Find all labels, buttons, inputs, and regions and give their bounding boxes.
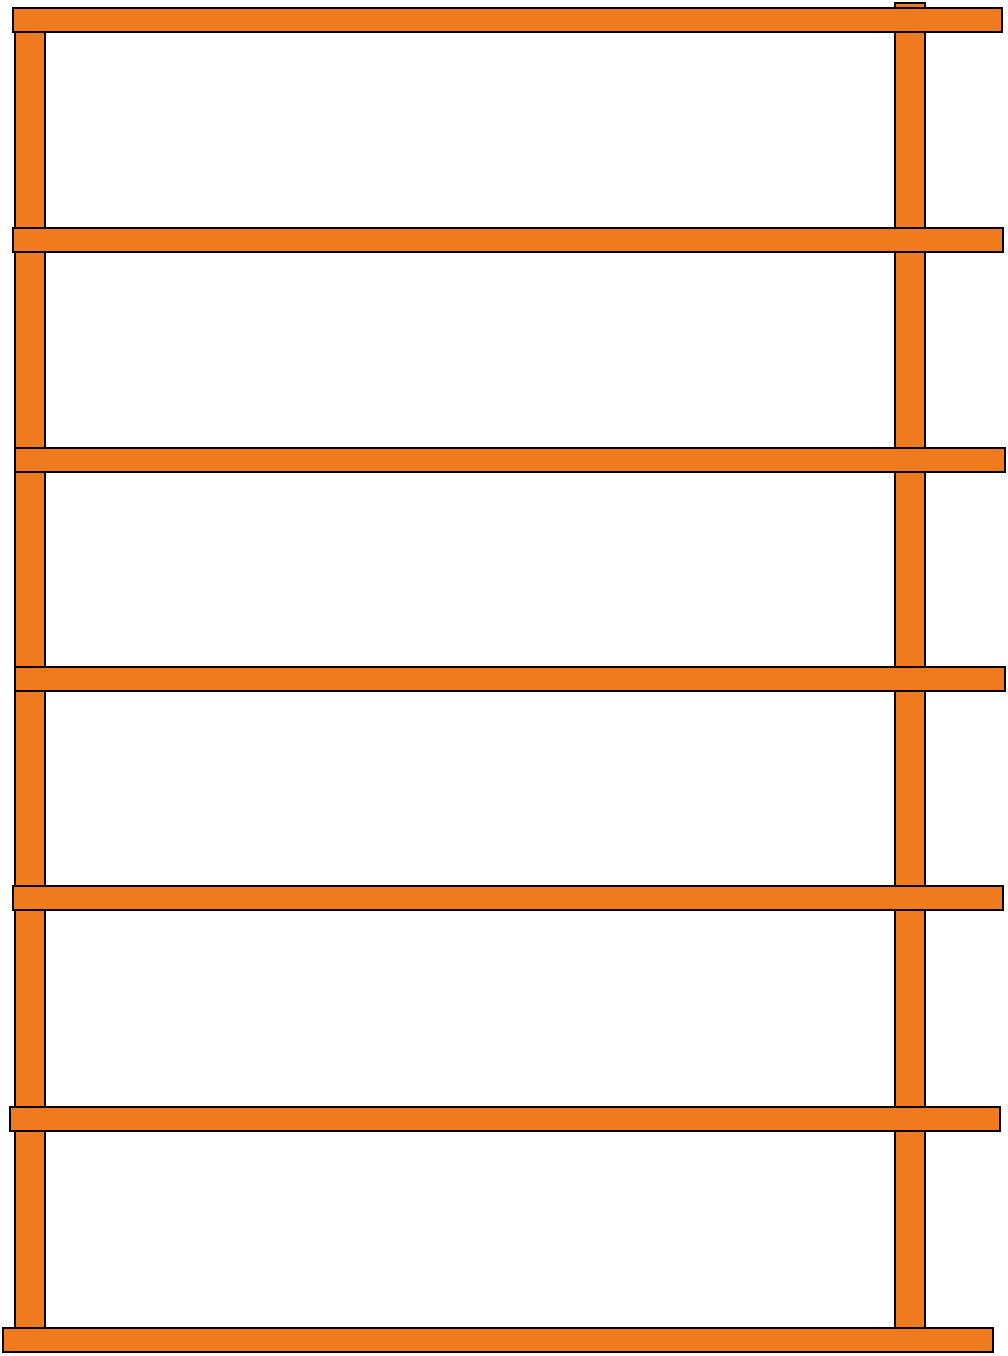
rung: [12, 7, 1003, 33]
rung: [2, 1327, 994, 1353]
rung: [12, 885, 1004, 911]
rung: [12, 227, 1004, 253]
rung: [9, 1106, 1001, 1132]
rung: [14, 666, 1006, 692]
rung: [14, 447, 1006, 473]
